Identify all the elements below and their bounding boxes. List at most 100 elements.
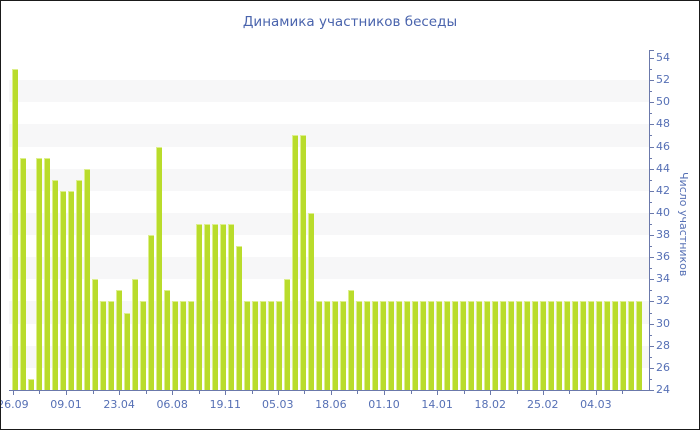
x-tick-label: 25.02	[527, 398, 559, 411]
bar	[316, 301, 322, 391]
y-tick	[649, 224, 652, 225]
y-tick	[649, 135, 652, 137]
bar	[260, 301, 266, 391]
bar	[532, 301, 538, 391]
y-tick	[649, 168, 654, 170]
y-tick	[649, 179, 652, 181]
bar	[420, 301, 426, 391]
bar	[44, 157, 50, 391]
x-tick	[225, 391, 227, 395]
bar	[580, 301, 586, 391]
y-tick	[649, 58, 654, 59]
y-tick-label: 30	[656, 316, 670, 330]
y-tick	[649, 312, 652, 314]
bar	[556, 301, 562, 391]
chart-title: Динамика участников беседы	[242, 14, 458, 30]
bar	[236, 246, 242, 391]
bar	[428, 301, 434, 391]
x-minor-tick	[145, 391, 147, 394]
bar	[332, 301, 338, 391]
bar	[308, 212, 314, 391]
bar	[156, 146, 162, 391]
y-tick	[649, 146, 654, 148]
bar	[500, 301, 506, 391]
bar	[340, 301, 346, 391]
x-tick-label: 01.10	[368, 398, 400, 411]
bar	[212, 224, 218, 391]
bar	[276, 301, 282, 391]
bar	[444, 301, 450, 391]
y-axis-title: Число участников	[677, 171, 690, 277]
bar	[188, 301, 194, 391]
bar	[28, 378, 34, 391]
bar	[12, 69, 18, 391]
y-tick	[649, 301, 654, 303]
bar	[356, 301, 362, 391]
x-minor-tick	[622, 391, 624, 394]
bar	[148, 235, 154, 391]
bar	[60, 190, 66, 391]
y-tick-label: 38	[656, 228, 670, 242]
bar	[36, 157, 42, 391]
y-tick-label: 50	[656, 95, 670, 109]
x-tick-label: 26.09	[0, 398, 29, 411]
x-minor-tick	[92, 391, 94, 394]
bar	[484, 301, 490, 391]
bar	[52, 179, 58, 391]
y-axis-endcap-tick	[649, 50, 654, 51]
x-tick	[490, 391, 492, 395]
bar	[572, 301, 578, 391]
y-tick-label: 36	[656, 250, 670, 264]
bar	[92, 279, 98, 391]
x-tick-label: 18.02	[474, 398, 507, 411]
y-tick	[649, 390, 654, 391]
x-axis-line	[9, 390, 650, 391]
bar	[388, 301, 394, 391]
bar	[252, 301, 258, 391]
bar	[140, 301, 146, 391]
bar	[604, 301, 610, 391]
bar	[508, 301, 514, 391]
y-tick	[649, 323, 654, 325]
x-tick-label: 19.11	[209, 398, 242, 411]
bar	[284, 279, 290, 391]
y-tick-label: 48	[656, 117, 670, 131]
bar	[220, 224, 226, 391]
bar	[412, 301, 418, 391]
bar	[404, 301, 410, 391]
x-minor-tick	[357, 391, 359, 394]
y-tick-label: 40	[656, 205, 670, 219]
bar	[468, 301, 474, 391]
bar	[628, 301, 634, 391]
bar	[348, 290, 354, 391]
plot-stripe	[9, 80, 649, 103]
bar	[180, 301, 186, 391]
x-minor-tick	[198, 391, 200, 394]
y-tick	[649, 290, 652, 292]
bar	[564, 301, 570, 391]
bar	[244, 301, 250, 391]
y-tick-label: 24	[656, 382, 670, 396]
plot-stripe	[9, 124, 649, 147]
y-tick	[649, 246, 652, 248]
y-tick-label: 42	[656, 183, 670, 197]
x-minor-tick	[251, 391, 253, 394]
bar	[396, 301, 402, 391]
bar	[116, 290, 122, 391]
bar	[108, 301, 114, 391]
y-tick	[649, 157, 652, 159]
y-axis-line	[649, 50, 650, 391]
x-tick	[119, 391, 121, 395]
x-tick	[330, 391, 332, 395]
x-tick-label: 06.08	[156, 398, 188, 411]
y-tick	[649, 69, 652, 71]
y-tick-label: 44	[656, 161, 670, 175]
y-tick	[649, 345, 654, 347]
x-tick	[277, 391, 279, 395]
x-tick	[437, 391, 439, 395]
y-tick	[649, 190, 654, 192]
x-tick-label: 05.03	[262, 398, 294, 411]
bar	[548, 301, 554, 391]
